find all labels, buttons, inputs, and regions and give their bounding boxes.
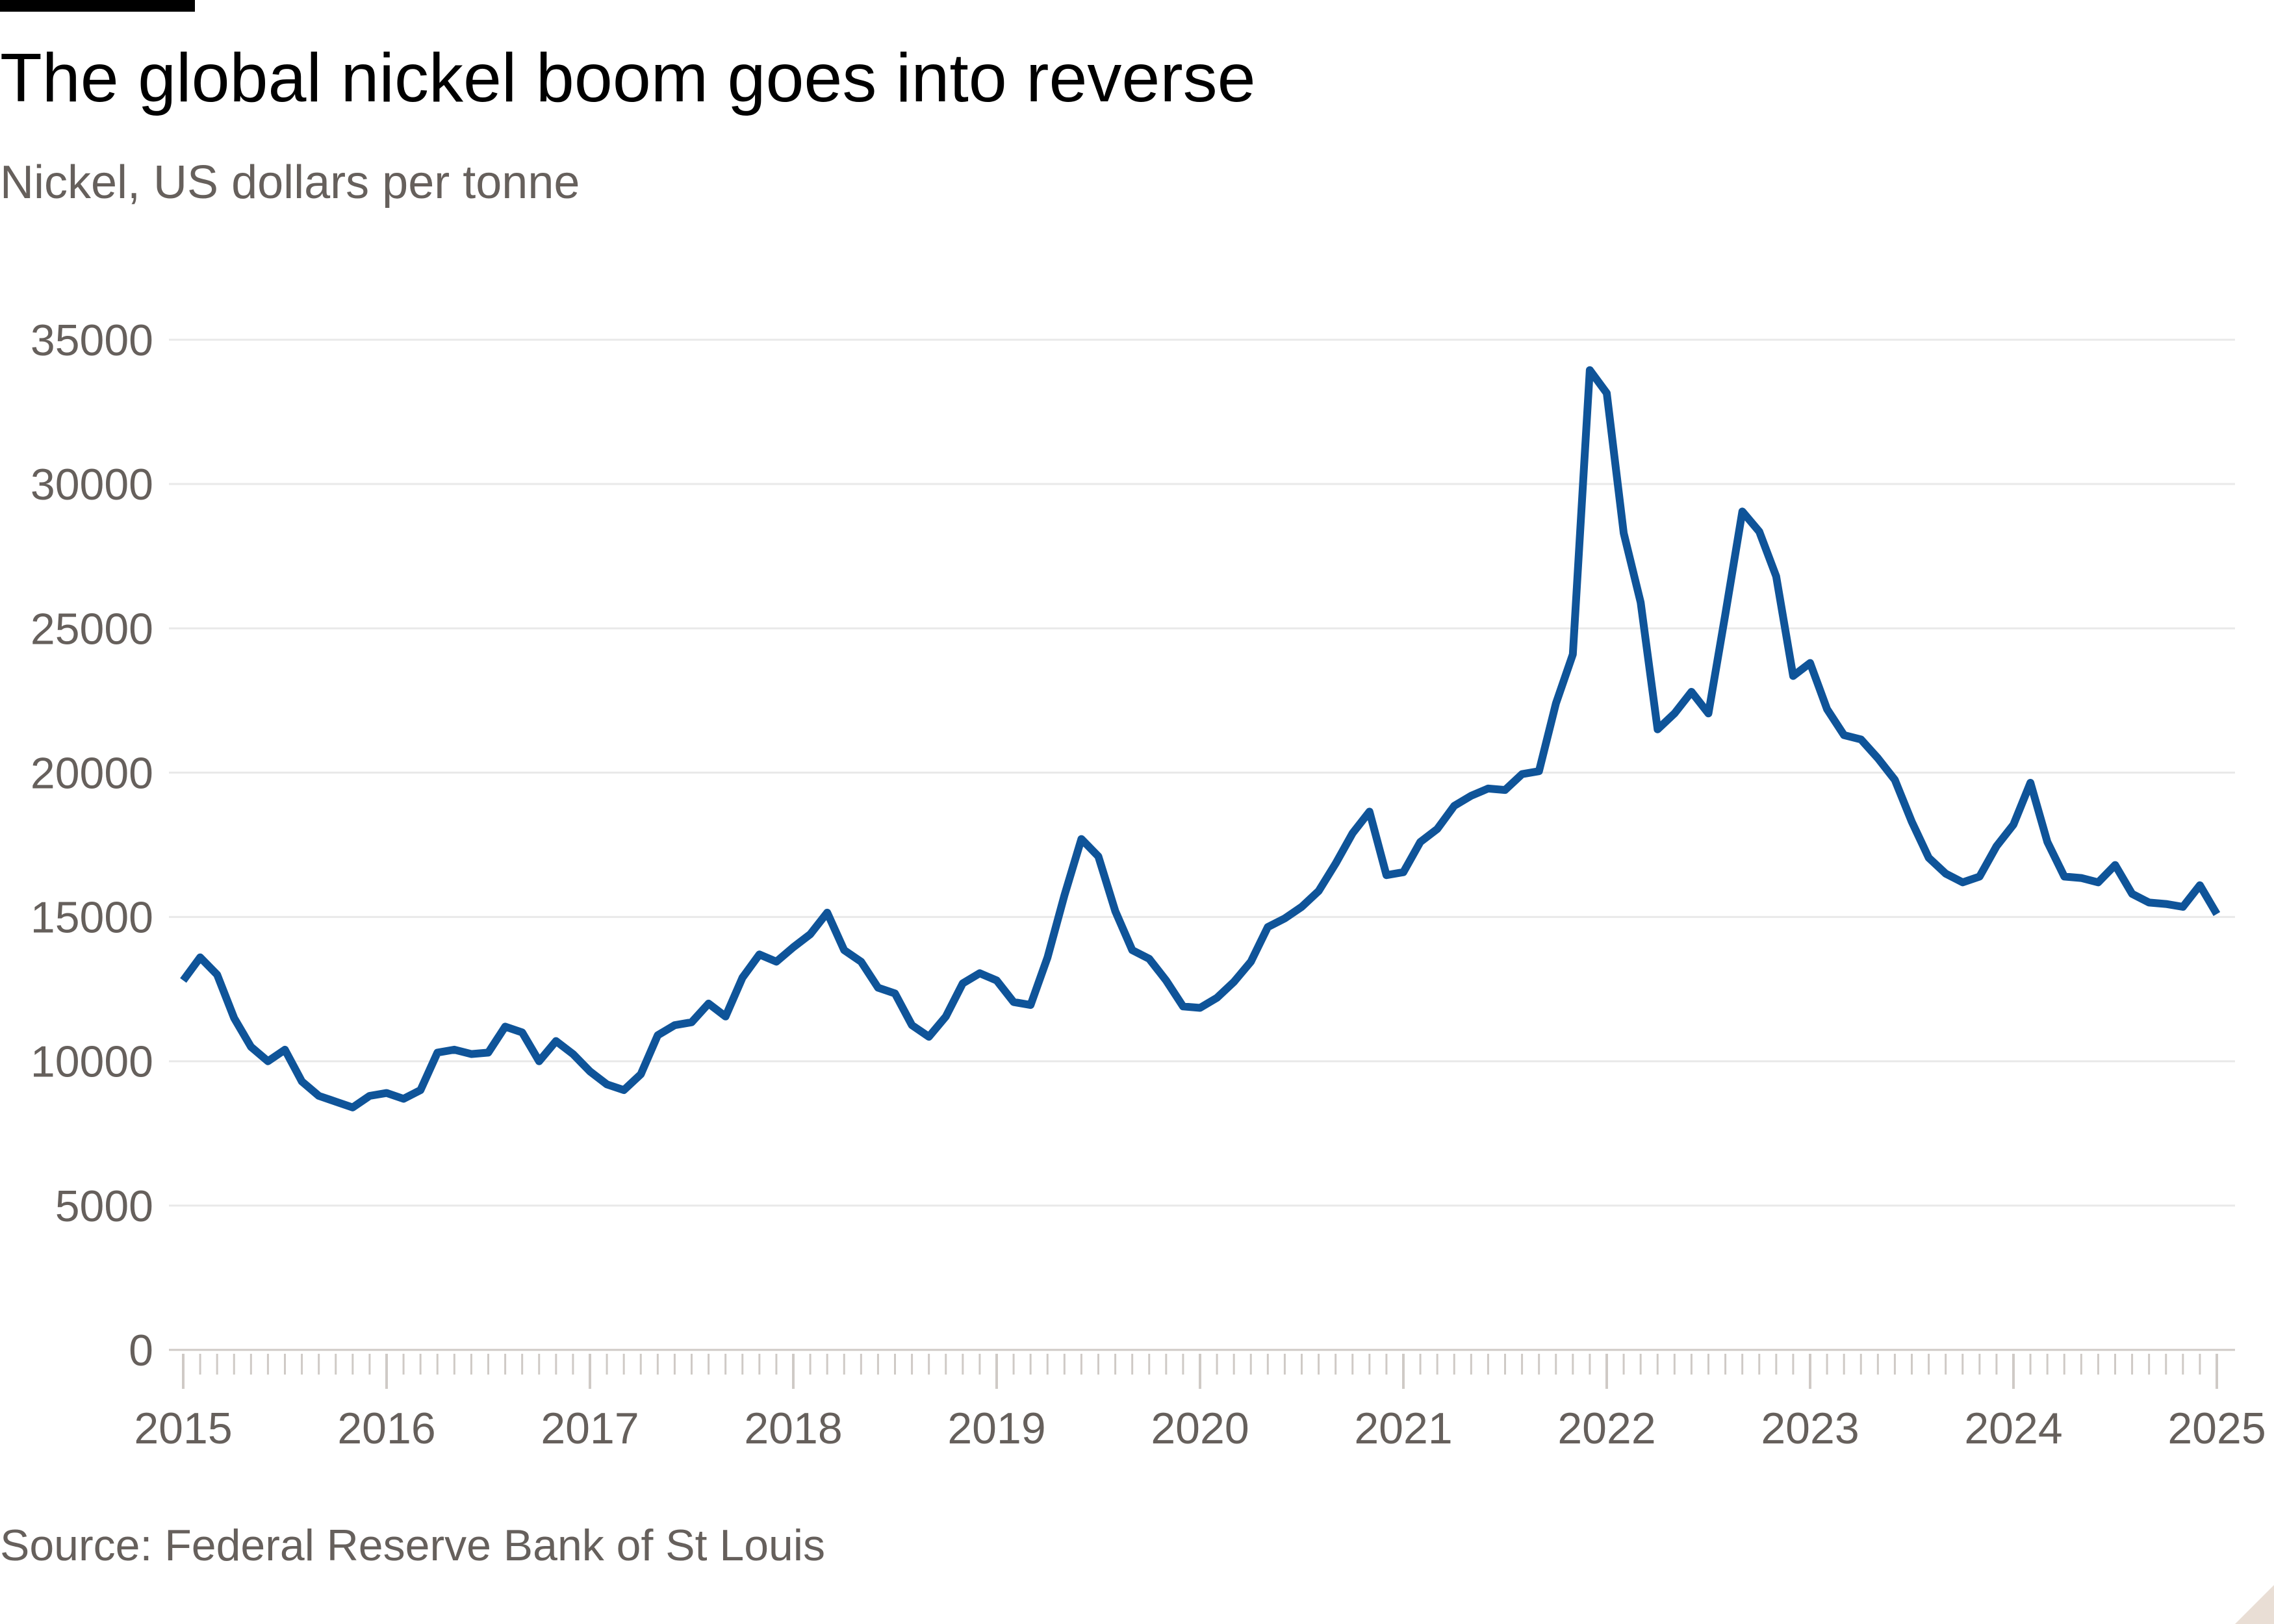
x-tick-label: 2022 (1557, 1404, 1655, 1453)
x-tick-label: 2015 (134, 1404, 232, 1453)
x-tick-label: 2021 (1354, 1404, 1452, 1453)
x-tick-label: 2018 (744, 1404, 842, 1453)
corner-fold (2235, 1585, 2274, 1624)
y-tick-label: 30000 (31, 460, 153, 509)
y-axis: 0 5000 10000 15000 20000 25000 30000 35000 (31, 316, 153, 1375)
x-tick-label: 2017 (541, 1404, 639, 1453)
x-tick-label: 2020 (1151, 1404, 1249, 1453)
y-tick-label: 0 (129, 1326, 153, 1375)
y-tick-label: 35000 (31, 316, 153, 365)
y-tick-label: 20000 (31, 748, 153, 798)
series-layer (180, 366, 2221, 1111)
x-tick-label: 2024 (1964, 1404, 2062, 1453)
x-tick-label: 2025 (2167, 1404, 2266, 1453)
brand-bar (0, 0, 195, 12)
y-tick-label: 10000 (31, 1037, 153, 1087)
x-tick-label: 2016 (337, 1404, 435, 1453)
y-tick-label: 15000 (31, 893, 153, 943)
y-tick-label: 25000 (31, 604, 153, 653)
source-note: Source: Federal Reserve Bank of St Louis (0, 1521, 825, 1570)
x-axis: 2015 2016 2017 2018 2019 2020 2021 2022 2023 2024… (134, 1354, 2266, 1453)
y-tick-label: 5000 (55, 1182, 153, 1231)
chart-subtitle: Nickel, US dollars per tonne (0, 157, 580, 209)
chart-title: The global nickel boom goes into reverse (0, 40, 1256, 116)
series-line (180, 366, 2221, 1111)
x-tick-label: 2019 (947, 1404, 1045, 1453)
x-tick-label: 2023 (1761, 1404, 1859, 1453)
